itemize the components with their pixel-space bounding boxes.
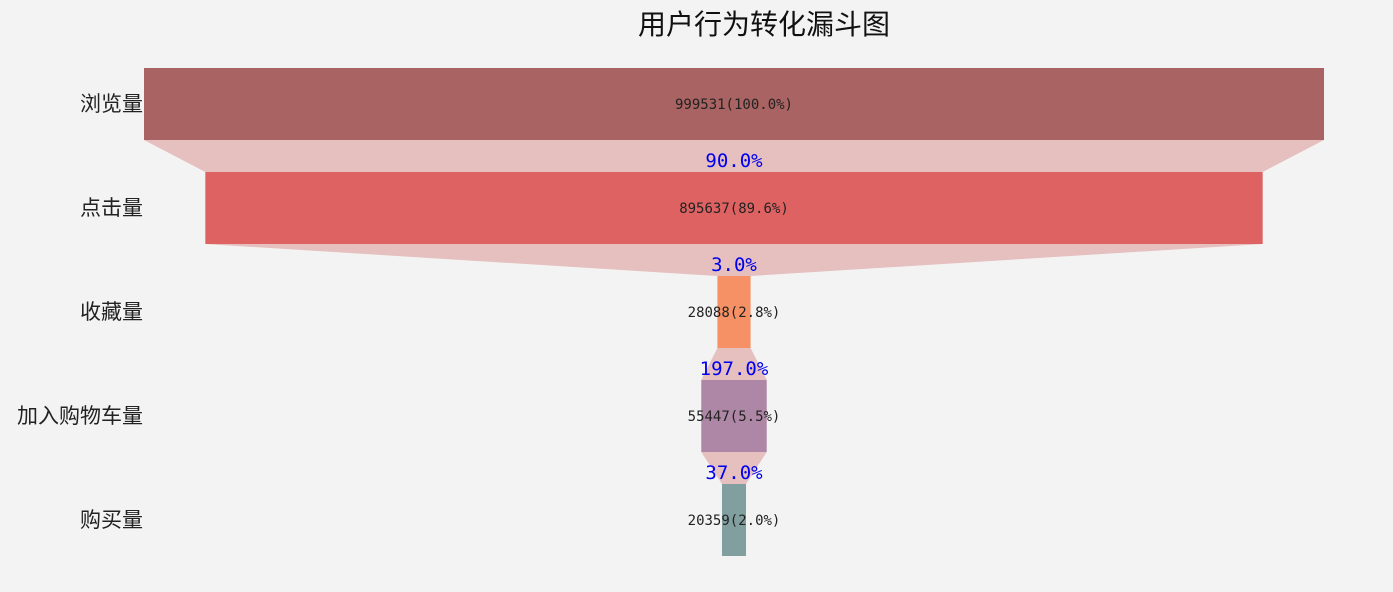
value-label: 20359(2.0%)	[688, 513, 781, 529]
value-label: 55447(5.5%)	[688, 409, 781, 425]
value-label: 999531(100.0%)	[675, 97, 793, 113]
funnel-bar	[701, 380, 767, 452]
conversion-rate-label: 3.0%	[711, 254, 757, 276]
conversion-rate-label: 197.0%	[700, 358, 769, 380]
funnel-connector	[701, 348, 767, 380]
funnel-connector	[144, 140, 1324, 172]
conversion-rate-label: 37.0%	[705, 462, 763, 484]
conversion-rate-label: 90.0%	[705, 150, 763, 172]
bar-group	[144, 68, 1324, 556]
connector-group	[144, 140, 1324, 484]
category-label: 收藏量	[80, 300, 143, 324]
funnel-bar	[205, 172, 1263, 244]
category-label: 购买量	[80, 508, 143, 532]
chart-title: 用户行为转化漏斗图	[638, 8, 890, 41]
value-label: 895637(89.6%)	[679, 201, 789, 217]
funnel-connector	[205, 244, 1263, 276]
funnel-bar	[721, 484, 747, 556]
funnel-bar	[717, 276, 751, 348]
funnel-connector	[701, 452, 767, 484]
funnel-bar	[144, 68, 1324, 140]
label-group: 浏览量 999531(100.0%) 点击量 895637(89.6%) 收藏量 2808…	[17, 92, 793, 532]
category-label: 点击量	[80, 196, 143, 220]
category-label: 加入购物车量	[17, 404, 143, 428]
value-label: 28088(2.8%)	[688, 305, 781, 321]
category-label: 浏览量	[80, 92, 143, 116]
